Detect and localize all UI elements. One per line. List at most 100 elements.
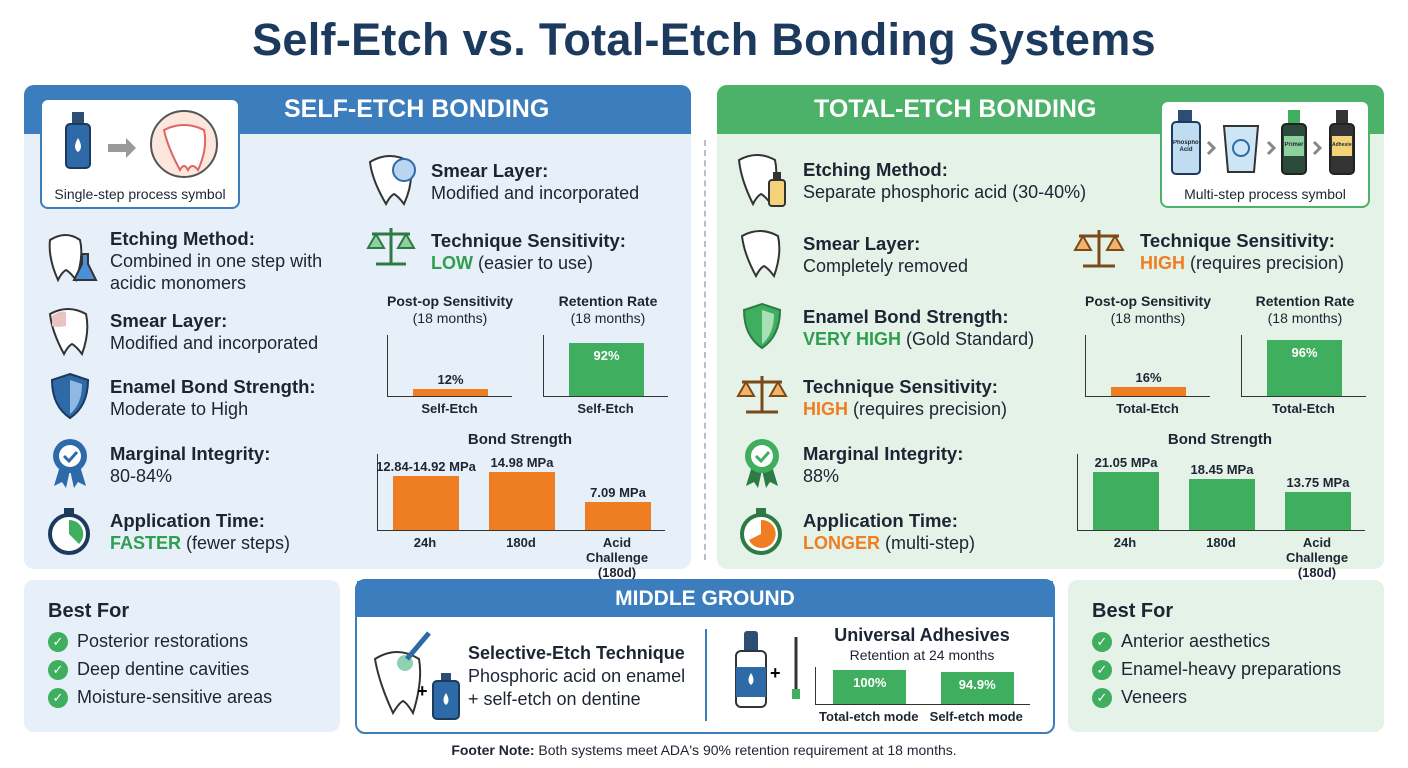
te-marginal-integrity: Marginal Integrity: 88%: [803, 443, 963, 487]
tooth-acid-bottle-icon: [737, 154, 786, 207]
label: Smear Layer:: [110, 310, 228, 331]
x-tick-label: 180d: [506, 535, 536, 550]
chart-bar: [413, 389, 488, 396]
chart-bar: [569, 342, 644, 396]
chart-bar: [1267, 340, 1342, 396]
x-tick-label: Self-etch mode: [929, 709, 1023, 724]
data-label: 12%: [437, 372, 464, 388]
multi-bottle-icon: [1171, 110, 1355, 175]
label: Technique Sensitivity:: [1140, 230, 1335, 251]
value: (Gold Standard): [901, 329, 1035, 349]
middle-ground-box: MIDDLE GROUND + Selective-Etch Technique…: [355, 579, 1055, 734]
title: Retention Rate: [1255, 293, 1355, 309]
chart-title: Post-op Sensitivity (18 months): [1068, 293, 1228, 327]
footer-note: Footer Note: Both systems meet ADA's 90%…: [0, 742, 1408, 758]
te-technique-sensitivity-2: Technique Sensitivity: HIGH (requires pre…: [1140, 230, 1344, 274]
subtitle: (18 months): [1267, 310, 1343, 326]
selective-etch-line1: Phosphoric acid on enamel: [468, 666, 686, 686]
label: Smear Layer:: [431, 160, 549, 181]
item-text: Veneers: [1121, 687, 1188, 707]
universal-adhesives-chart: 100% 94.9% Total-etch mode Self-etch mode: [815, 667, 1030, 724]
footer-text: Both systems meet ADA's 90% retention re…: [534, 742, 957, 758]
se-enamel-bond: Enamel Bond Strength: Moderate to High: [110, 376, 316, 420]
label: Etching Method:: [803, 159, 948, 180]
title: Universal Adhesives: [834, 625, 1010, 645]
x-tick-label: Self-Etch: [577, 401, 634, 416]
best-for-self-etch: Best For ✓ Posterior restorations ✓ Deep d…: [24, 580, 340, 732]
item-text: Moisture-sensitive areas: [77, 687, 273, 707]
value: (multi-step): [880, 533, 976, 553]
data-label: 94.9%: [958, 676, 996, 692]
x-tick-label: Total-Etch: [1272, 401, 1335, 416]
item-text: Enamel-heavy preparations: [1121, 659, 1342, 679]
se-etching-method: Etching Method: Combined in one step with…: [110, 228, 350, 294]
item-text: Posterior restorations: [77, 631, 249, 651]
check-icon: ✓: [48, 687, 68, 708]
chart-bar: [393, 475, 459, 530]
shield-icon: [50, 372, 90, 420]
value: (easier to use): [473, 253, 594, 273]
best-for-title: Best For: [1092, 600, 1174, 622]
te-application-time: Application Time: LONGER (multi-step): [803, 510, 975, 554]
balance-scale-icon: [366, 228, 416, 266]
value: (requires precision): [848, 399, 1008, 419]
total-etch-retention-chart: 96% Total-Etch: [1241, 335, 1366, 416]
chart-bar: [585, 502, 651, 530]
chart-title: Retention Rate (18 months): [1225, 293, 1385, 327]
label: Marginal Integrity:: [803, 443, 964, 464]
total-etch-sensitivity-chart: 16% Total-Etch: [1085, 335, 1210, 416]
te-smear-layer: Smear Layer: Completely removed: [803, 233, 968, 277]
label: Marginal Integrity:: [110, 443, 271, 464]
bottle-to-tooth-icon: [65, 110, 218, 178]
tooth-icon: [48, 308, 89, 356]
te-enamel-bond: Enamel Bond Strength: VERY HIGH (Gold Sta…: [803, 306, 1034, 350]
highlight: HIGH: [803, 399, 848, 419]
svg-text:+: +: [770, 663, 781, 683]
subtitle: Retention at 24 months: [849, 647, 995, 663]
value: Completely removed: [803, 256, 969, 276]
self-etch-bond-strength-chart: 12.84-14.92 MPa 14.98 MPa 7.09 MPa 24h 180d A…: [376, 454, 665, 580]
single-step-symbol: Single-step process symbol: [40, 98, 240, 209]
bottle-label-phosphoric-acid: Phosphoric Acid: [1173, 140, 1199, 153]
data-label: 100%: [853, 675, 887, 690]
list-item: ✓ Enamel-heavy preparations: [1092, 659, 1341, 680]
check-icon: ✓: [48, 631, 68, 652]
multi-step-symbol: Phosphoric Acid Primer Adhesive Multi-st…: [1160, 100, 1370, 208]
se-technique-sensitivity: Technique Sensitivity: LOW (easier to use…: [431, 230, 626, 274]
x-tick-label: Acid Challenge (180d): [585, 535, 649, 580]
x-tick-label: 24h: [1113, 535, 1137, 550]
se-application-time: Application Time: FASTER (fewer steps): [110, 510, 290, 554]
selective-etch-title: Selective-Etch Technique: [468, 643, 685, 663]
footer-label: Footer Note:: [451, 742, 535, 758]
data-label: 96%: [1291, 345, 1318, 361]
label: Enamel Bond Strength:: [803, 306, 1009, 327]
award-badge-icon: [745, 439, 779, 488]
label: Application Time:: [110, 510, 265, 531]
highlight: HIGH: [1140, 253, 1185, 273]
chart-axis: 92%: [543, 335, 668, 397]
title: Post-op Sensitivity: [386, 293, 514, 309]
balance-scale-icon: [1073, 230, 1125, 268]
chart-axis: 12%: [387, 335, 512, 397]
check-icon: ✓: [1092, 631, 1112, 652]
tooth-icon: [740, 230, 781, 279]
x-tick-label: Self-Etch: [421, 401, 478, 416]
list-item: ✓ Veneers: [1092, 687, 1341, 708]
data-label: 12.84-14.92 MPa: [376, 458, 476, 474]
page-title: Self-Etch vs. Total-Etch Bonding Systems: [252, 14, 1156, 65]
svg-text:+: +: [417, 681, 428, 701]
data-label: 16%: [1135, 369, 1162, 385]
shield-icon: [742, 302, 782, 350]
check-icon: ✓: [1092, 687, 1112, 708]
bottle-brush-icon: +: [735, 631, 800, 708]
chart-axis: 12.84-14.92 MPa 14.98 MPa 7.09 MPa: [376, 454, 665, 531]
self-etch-sensitivity-chart: 12% Self-Etch: [387, 335, 512, 416]
se-smear-layer-2: Smear Layer: Modified and incorporated: [431, 160, 639, 204]
best-for-title: Best For: [48, 600, 130, 622]
value: Modified and incorporated: [431, 183, 640, 203]
tooth-magnifier-icon: [368, 155, 416, 207]
check-icon: ✓: [48, 659, 68, 680]
award-badge-icon: [53, 439, 87, 488]
value: Moderate to High: [110, 399, 249, 419]
value: Combined in one step with acidic monomer…: [110, 251, 323, 293]
